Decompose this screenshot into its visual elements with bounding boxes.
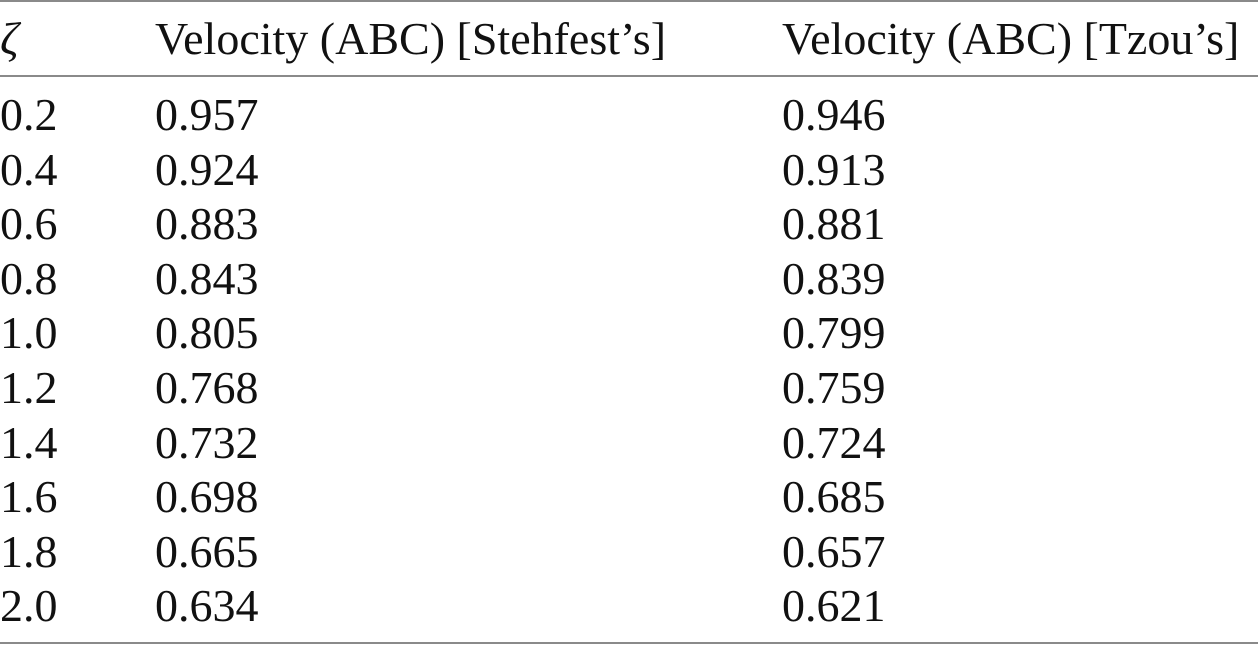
table-cell: 0.881 [782,198,886,250]
header-rule [0,75,1258,77]
table-cell: 0.8 [0,252,58,304]
table-cell: 0.957 [155,89,259,140]
table-cell: 0.913 [782,143,886,195]
table-cell: 0.759 [782,362,886,413]
table-cell: 0.805 [155,307,259,359]
table-cell: 0.6 [0,198,58,250]
top-rule [0,0,1258,2]
table-cell: 0.768 [155,362,259,413]
table-cell: 0.634 [155,580,259,632]
header-cell: Velocity (ABC) [Tzou’s] [782,13,1240,64]
table-cell: 0.621 [782,580,886,632]
table-cell: 0.732 [155,416,259,468]
table-cell: 1.8 [0,525,58,577]
table-cell: 0.724 [782,416,886,468]
table-cell: 1.4 [0,416,58,468]
header-cell: Velocity (ABC) [Stehfest’s] [155,13,667,64]
table-cell: 0.843 [155,252,259,304]
table-cell: 0.657 [782,525,886,577]
table-cell: 0.839 [782,252,886,304]
table-cell: 1.0 [0,307,58,359]
table-cell: 0.698 [155,471,259,523]
table-cell: 0.799 [782,307,886,359]
header-cell: ζ [0,13,19,64]
table-cell: 1.2 [0,362,58,413]
bottom-rule [0,642,1258,644]
table-cell: 0.924 [155,143,259,195]
table-cell: 2.0 [0,580,58,632]
table-cell: 0.665 [155,525,259,577]
table-cell: 0.685 [782,471,886,523]
table-cell: 0.883 [155,198,259,250]
table-cell: 0.946 [782,89,886,140]
table-cell: 0.2 [0,89,58,140]
table-cell: 0.4 [0,143,58,195]
table-cell: 1.6 [0,471,58,523]
